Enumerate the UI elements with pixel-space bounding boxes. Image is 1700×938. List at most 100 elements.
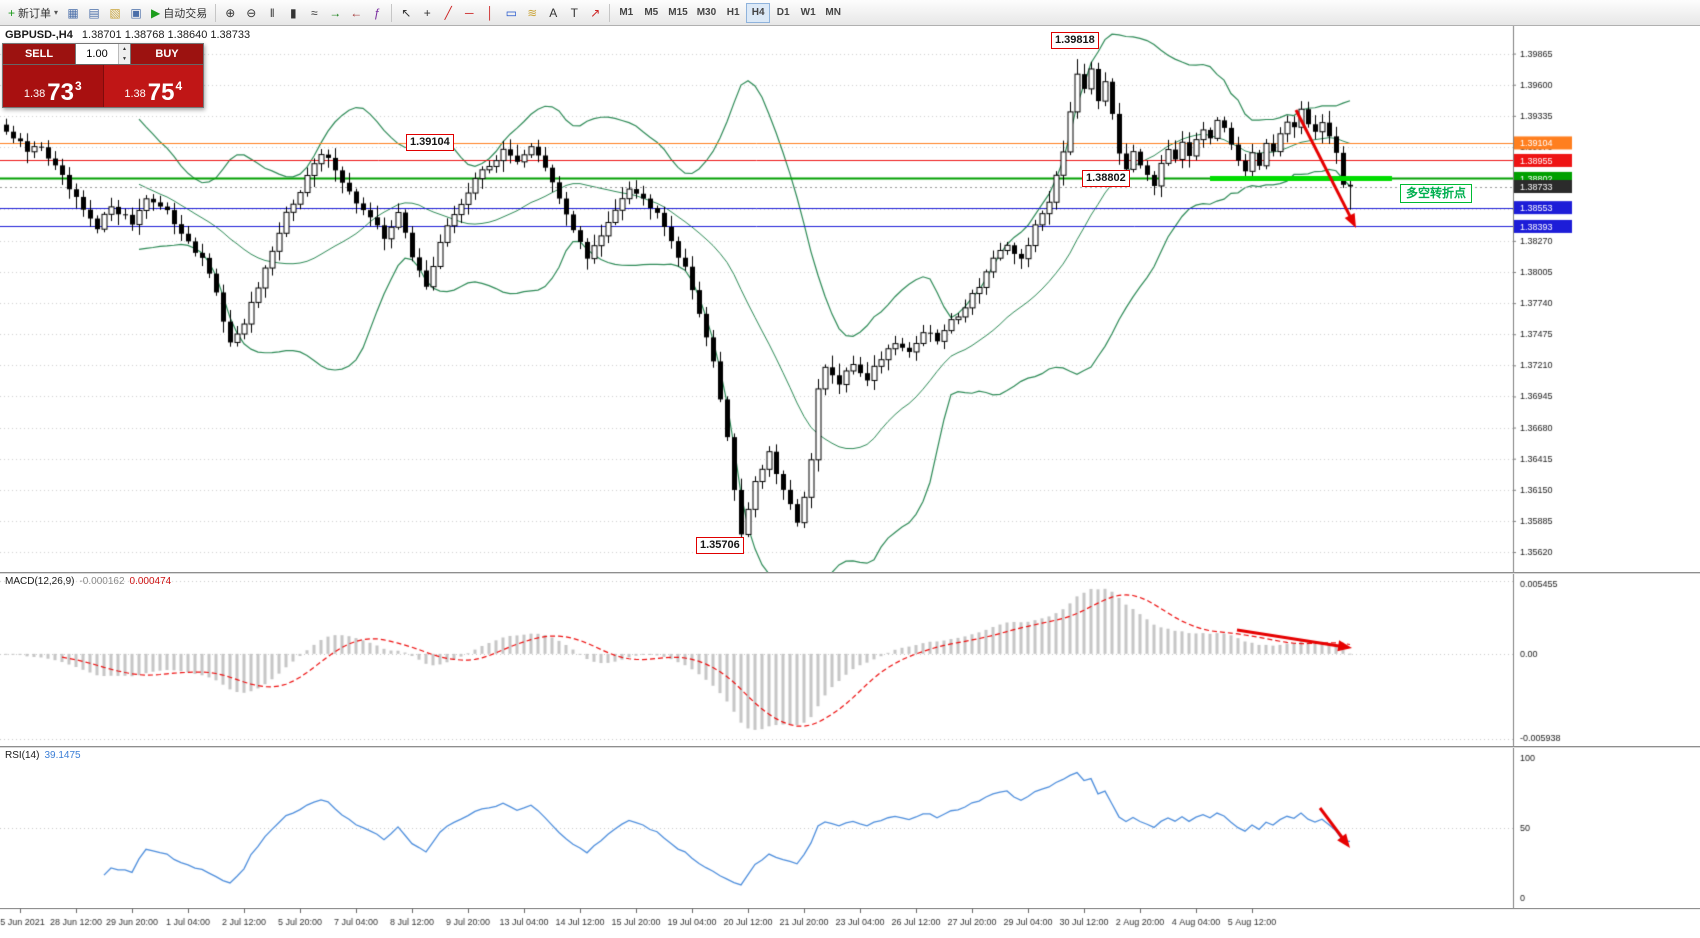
autotrading-button[interactable]: ▶ 自动交易 [147, 3, 211, 23]
tf-m15[interactable]: M15 [664, 3, 691, 23]
lot-size-field: ▲ ▼ [75, 44, 131, 64]
vertical-line-icon: │ [486, 5, 495, 20]
trendline-icon: ╱ [444, 5, 452, 20]
buy-price-prefix: 1.38 [124, 88, 146, 100]
text-icon[interactable]: A [543, 3, 563, 23]
time-axis-canvas[interactable] [0, 908, 1700, 938]
channel-icon[interactable]: ▭ [501, 3, 521, 23]
sell-price-pip: 3 [74, 79, 82, 93]
rsi-canvas[interactable] [0, 748, 1700, 908]
new-order-button-label: 新订单 [18, 7, 52, 20]
buy-button[interactable]: BUY [131, 44, 203, 64]
symbol-timeframe-label: GBPUSD-,H4 [5, 29, 73, 41]
auto-scroll-icon[interactable]: → [325, 3, 345, 23]
trendline-icon[interactable]: ╱ [438, 3, 458, 23]
cursor-icon: ↖ [401, 5, 412, 20]
buy-price-pip: 4 [175, 79, 183, 93]
bar-chart-icon: ‖ [269, 5, 275, 20]
lot-decrease-button[interactable]: ▼ [119, 54, 130, 64]
rsi-header: RSI(14) 39.1475 [5, 750, 81, 761]
arrow-object-icon[interactable]: ↗ [585, 3, 605, 23]
line-chart-icon[interactable]: ≈ [304, 3, 324, 23]
rsi-panel: RSI(14) 39.1475 [0, 748, 1700, 908]
main-chart-panel: GBPUSD-,H4 1.38701 1.38768 1.38640 1.387… [0, 26, 1700, 572]
zoom-out-icon[interactable]: ⊖ [241, 3, 261, 23]
text-icon: A [549, 5, 558, 20]
price-chart-canvas[interactable] [0, 26, 1700, 572]
sell-price-display[interactable]: 1.38 73 3 [3, 65, 104, 107]
chart-symbol-line: GBPUSD-,H4 1.38701 1.38768 1.38640 1.387… [5, 29, 250, 41]
macd-signal-value: 0.000474 [129, 576, 172, 587]
data-window-icon[interactable]: ▤ [84, 3, 104, 23]
lot-increase-button[interactable]: ▲ [119, 44, 130, 54]
new-order-button[interactable]: + 新订单 ▾ [4, 3, 62, 23]
ohlc-values: 1.38701 1.38768 1.38640 1.38733 [81, 29, 251, 41]
indicators-icon: ƒ [373, 5, 381, 20]
horizontal-line-icon[interactable]: ─ [459, 3, 479, 23]
bar-chart-icon[interactable]: ‖ [262, 3, 282, 23]
arrow-object-icon: ↗ [590, 5, 601, 20]
macd-canvas[interactable] [0, 574, 1700, 746]
toolbar-separator [215, 3, 217, 22]
zoom-in-icon: ⊕ [225, 5, 236, 20]
top-toolbar: + 新订单 ▾ ▦ ▤ ▧ ▣ ▶ 自动交易 ⊕ ⊖ ‖ ▮ ≈ → ← ƒ ↖ + ╱ ─ │ ▭ ≋ A T ↗ M1 M5 M15 M… [0, 0, 1700, 26]
candlestick-chart-icon[interactable]: ▮ [283, 3, 303, 23]
macd-main-value: -0.000162 [79, 576, 125, 587]
buy-price-big: 75 [147, 79, 175, 106]
line-chart-icon: ≈ [310, 5, 318, 20]
sell-price-big: 73 [47, 79, 74, 106]
tf-m30[interactable]: M30 [693, 3, 720, 23]
candlestick-chart-icon: ▮ [289, 5, 297, 20]
toolbar-separator [391, 3, 393, 22]
text-label-icon: T [570, 5, 578, 20]
new-order-button: + [8, 5, 16, 20]
fibonacci-icon: ≋ [527, 5, 538, 20]
tf-h1[interactable]: H1 [721, 3, 745, 23]
zoom-in-icon[interactable]: ⊕ [220, 3, 240, 23]
text-label-icon[interactable]: T [564, 3, 584, 23]
price-label-low[interactable]: 1.35706 [696, 537, 744, 554]
price-label-38802[interactable]: 1.38802 [1082, 170, 1130, 187]
channel-icon: ▭ [505, 5, 517, 20]
panel-separator[interactable] [0, 746, 1700, 748]
rsi-label: RSI(14) [5, 750, 40, 761]
macd-label: MACD(12,26,9) [5, 576, 75, 587]
market-watch-icon[interactable]: ▦ [63, 3, 83, 23]
terminal-icon: ▣ [130, 5, 142, 20]
autotrading-button: ▶ [151, 5, 161, 20]
sell-button[interactable]: SELL [3, 44, 75, 64]
crosshair-icon: + [423, 5, 431, 20]
tf-m1[interactable]: M1 [614, 3, 638, 23]
panel-separator[interactable] [0, 572, 1700, 574]
market-watch-icon: ▦ [67, 5, 79, 20]
time-axis [0, 908, 1700, 938]
one-click-trading-panel: SELL ▲ ▼ BUY 1.38 73 3 1.38 75 4 [2, 43, 204, 108]
macd-panel: MACD(12,26,9) -0.000162 0.000474 [0, 574, 1700, 746]
autotrading-button-label: 自动交易 [163, 7, 208, 20]
rsi-value: 39.1475 [44, 750, 81, 761]
cursor-icon[interactable]: ↖ [396, 3, 416, 23]
turning-point-note[interactable]: 多空转折点 [1400, 184, 1473, 203]
terminal-icon[interactable]: ▣ [126, 3, 146, 23]
sell-price-prefix: 1.38 [23, 88, 46, 100]
price-label-39104[interactable]: 1.39104 [406, 134, 454, 151]
crosshair-icon[interactable]: + [417, 3, 437, 23]
navigator-icon: ▧ [109, 5, 121, 20]
lot-size-input[interactable] [76, 44, 118, 64]
chart-shift-icon: ← [350, 5, 363, 20]
auto-scroll-icon: → [329, 5, 342, 20]
buy-price-display[interactable]: 1.38 75 4 [103, 65, 203, 107]
fibonacci-icon[interactable]: ≋ [522, 3, 542, 23]
chart-shift-icon[interactable]: ← [346, 3, 366, 23]
tf-mn[interactable]: MN [821, 3, 845, 23]
tf-d1[interactable]: D1 [771, 3, 795, 23]
toolbar-separator [609, 3, 611, 22]
navigator-icon[interactable]: ▧ [105, 3, 125, 23]
tf-m5[interactable]: M5 [639, 3, 663, 23]
indicators-icon[interactable]: ƒ [367, 3, 387, 23]
tf-w1[interactable]: W1 [796, 3, 820, 23]
price-label-high[interactable]: 1.39818 [1051, 32, 1099, 49]
vertical-line-icon[interactable]: │ [480, 3, 500, 23]
tf-h4[interactable]: H4 [746, 2, 771, 23]
